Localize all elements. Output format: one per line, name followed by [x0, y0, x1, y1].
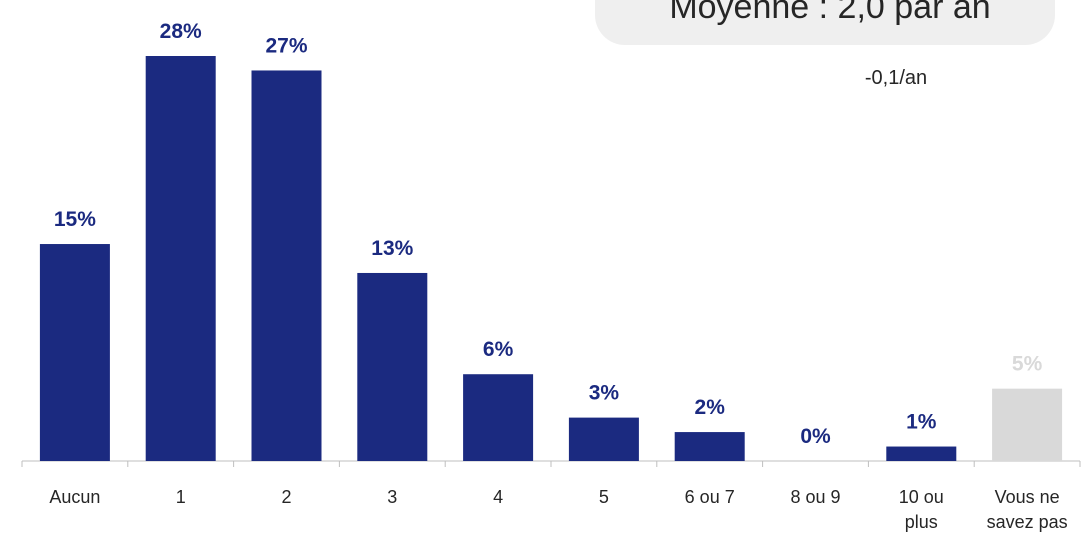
x-tick-label: 1: [176, 487, 186, 507]
bar: [568, 417, 639, 461]
bar: [674, 432, 745, 461]
annotation: Moyenne : 2,0 par an: [669, 0, 990, 26]
annotation: -0,1/an: [865, 67, 927, 89]
value-label: 0%: [800, 425, 831, 448]
x-tick-label: 2: [281, 487, 291, 507]
bar: [463, 374, 534, 461]
x-tick-label: Aucun: [49, 487, 100, 507]
annotation-box: [595, 0, 1055, 45]
x-tick-label: 5: [599, 487, 609, 507]
x-tick-label: Vous ne savez pas: [987, 487, 1068, 532]
x-tick-label: 6 ou 7: [685, 487, 735, 507]
value-label: 15%: [54, 208, 96, 231]
value-label: 1%: [906, 411, 937, 434]
bar: [251, 70, 322, 461]
x-tick-label: 8 ou 9: [790, 487, 840, 507]
bar: [357, 272, 428, 461]
value-label: 27%: [265, 34, 307, 57]
value-label: 13%: [371, 237, 413, 260]
bar: [992, 388, 1063, 461]
bar: [886, 446, 957, 461]
x-tick-label: 4: [493, 487, 503, 507]
x-tick-label: 3: [387, 487, 397, 507]
value-label: 2%: [695, 396, 726, 419]
x-tick-label: 10 ou plus: [899, 487, 944, 532]
bar: [39, 244, 110, 461]
value-label: 28%: [160, 20, 202, 43]
value-label: 5%: [1012, 353, 1043, 376]
bar: [145, 56, 216, 461]
value-label: 6%: [483, 338, 514, 361]
value-label: 3%: [589, 382, 620, 405]
